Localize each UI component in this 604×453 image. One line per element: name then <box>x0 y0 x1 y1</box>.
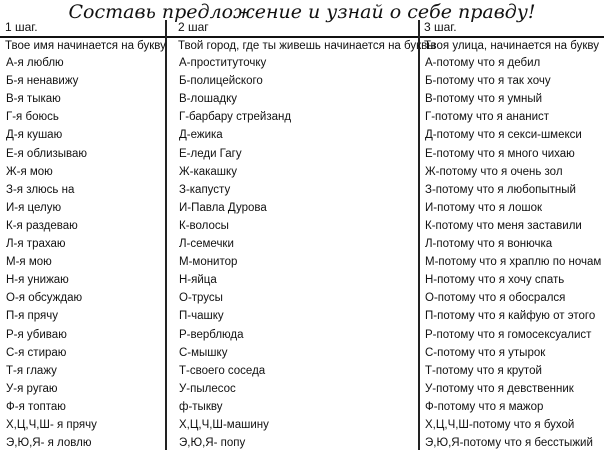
list-item: О-потому что я обосрался <box>425 292 566 305</box>
step-header: 3 шаг. <box>424 20 457 34</box>
list-item: Б-я ненавижу <box>6 75 79 88</box>
list-item: Э,Ю,Я- попу <box>179 437 246 450</box>
list-item: Ф-я топтаю <box>6 400 66 413</box>
list-item: К-волосы <box>179 219 229 232</box>
list-item: Х,Ц,Ч,Ш-потому что я бухой <box>425 419 575 431</box>
list-item: А-я люблю <box>6 57 64 69</box>
list-item: З-капусту <box>179 183 231 196</box>
list-item: Х,Ц,Ч,Ш-машину <box>179 419 269 431</box>
list-item: И-потому что я лошок <box>425 201 543 214</box>
list-item: Л-я трахаю <box>6 238 66 250</box>
list-item: Г-барбару стрейзанд <box>179 111 292 124</box>
list-item: И-Павла Дурова <box>179 201 267 214</box>
list-item: З-я злюсь на <box>6 183 75 196</box>
list-item: Е-потому что я много чихаю <box>425 147 575 160</box>
list-item: Б-потому что я так хочу <box>425 75 551 88</box>
list-item: О-трусы <box>179 292 223 305</box>
list-item: У-пылесос <box>179 382 236 395</box>
list-item: ф-тыкву <box>179 400 223 413</box>
column-subtitle: Твой город, где ты живешь начинается на … <box>178 40 436 52</box>
list-item: Н-я унижаю <box>6 274 69 287</box>
list-item: Д-потому что я секси-шмекси <box>425 129 582 142</box>
list-item: С-я стираю <box>6 346 67 359</box>
list-item: Г-я боюсь <box>6 111 59 124</box>
list-item: Д-ежика <box>179 129 223 142</box>
list-item: П-чашку <box>179 310 224 323</box>
list-item: А-проституточку <box>179 57 267 69</box>
list-item: Р-верблюда <box>179 328 244 341</box>
column-subtitle: Твоя улица, начинается на букву <box>424 40 599 52</box>
list-item: М-монитор <box>179 256 238 269</box>
list-item: Р-я убиваю <box>6 328 67 341</box>
list-item: С-мышку <box>179 346 228 359</box>
list-item: Ф-потому что я мажор <box>425 400 544 413</box>
list-item: С-потому что я утырок <box>425 346 546 359</box>
list-item: Н-потому что я хочу спать <box>425 274 565 287</box>
list-item: Е-леди Гагу <box>179 147 242 160</box>
list-item: И-я целую <box>6 201 62 214</box>
step-header: 1 шаг. <box>5 20 38 34</box>
column-divider <box>418 20 420 450</box>
list-item: Д-я кушаю <box>6 129 63 142</box>
list-item: П-я прячу <box>6 310 58 323</box>
list-item: Б-полицейского <box>179 75 263 88</box>
column-subtitle: Твое имя начинается на букву <box>5 40 166 52</box>
list-item: Н-яйца <box>179 274 217 287</box>
header-divider <box>0 36 604 38</box>
list-item: Ж-я мою <box>6 165 53 178</box>
list-item: Е-я облизываю <box>6 147 88 160</box>
list-item: Л-семечки <box>179 238 234 250</box>
list-item: Э,Ю,Я-потому что я бесстыжий <box>425 437 593 450</box>
list-item: О-я обсуждаю <box>6 292 83 305</box>
list-item: М-я мою <box>6 256 52 269</box>
list-item: В-потому что я умный <box>425 93 543 106</box>
list-item: Т-своего соседа <box>179 364 266 377</box>
list-item: В-лошадку <box>179 93 237 106</box>
list-item: А-потому что я дебил <box>425 57 541 69</box>
column-divider <box>165 20 167 450</box>
list-item: В-я тыкаю <box>6 93 61 106</box>
list-item: Т-потому что я крутой <box>425 364 542 377</box>
list-item: З-потому что я любопытный <box>425 183 576 196</box>
list-item: Л-потому что я вонючка <box>425 238 553 250</box>
list-item: Г-потому что я ананист <box>425 111 550 124</box>
list-item: К-потому что меня заставили <box>425 219 582 232</box>
list-item: Х,Ц,Ч,Ш- я прячу <box>6 419 97 431</box>
list-item: М-потому что я храплю по ночам <box>425 256 602 269</box>
list-item: Ж-какашку <box>179 165 237 178</box>
page-title: Составь предложение и узнай о себе правд… <box>68 1 536 23</box>
list-item: Э,Ю,Я- я ловлю <box>6 437 92 450</box>
list-item: У-я ругаю <box>6 382 58 395</box>
list-item: П-потому что я кайфую от этого <box>425 310 596 323</box>
list-item: Ж-потому что я очень зол <box>425 165 563 178</box>
list-item: Т-я глажу <box>6 364 57 377</box>
list-item: К-я раздеваю <box>6 219 78 232</box>
step-header: 2 шаг <box>178 20 209 34</box>
list-item: У-потому что я девственник <box>425 382 574 395</box>
list-item: Р-потому что я гомосексуалист <box>425 328 592 341</box>
